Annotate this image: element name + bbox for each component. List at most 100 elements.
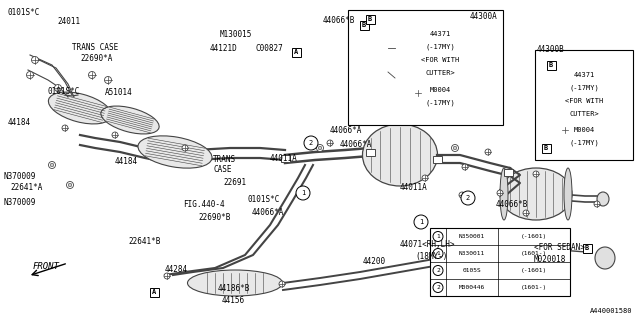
Text: 2: 2 [309, 140, 313, 146]
Text: A440001580: A440001580 [589, 308, 632, 314]
Text: 44184: 44184 [115, 157, 138, 166]
Ellipse shape [500, 168, 572, 220]
Text: 44066*A: 44066*A [330, 126, 362, 135]
Circle shape [164, 273, 170, 279]
Circle shape [453, 146, 457, 150]
Text: M0004: M0004 [429, 87, 451, 93]
Circle shape [68, 183, 72, 187]
Circle shape [594, 201, 600, 207]
Text: (-17MY): (-17MY) [569, 140, 599, 146]
Circle shape [459, 192, 465, 198]
Bar [504, 169, 513, 175]
Circle shape [384, 68, 392, 76]
Text: 2: 2 [466, 195, 470, 201]
Circle shape [49, 162, 56, 169]
Circle shape [461, 191, 475, 205]
Ellipse shape [101, 106, 159, 134]
Circle shape [533, 171, 539, 177]
Circle shape [451, 145, 458, 151]
Bar [541, 143, 550, 153]
Text: M000446: M000446 [459, 285, 485, 290]
Ellipse shape [188, 270, 282, 296]
Text: N370009: N370009 [4, 172, 36, 181]
Circle shape [433, 231, 443, 242]
Circle shape [422, 175, 428, 181]
Text: C00827: C00827 [255, 44, 283, 53]
Text: 44186*B: 44186*B [218, 284, 250, 293]
Text: TRANS CASE: TRANS CASE [72, 43, 118, 52]
Text: 44066*A: 44066*A [340, 140, 372, 149]
Text: 1: 1 [436, 251, 440, 256]
Text: (1601-): (1601-) [521, 285, 547, 290]
Text: 22690*A: 22690*A [80, 54, 113, 63]
Text: 2: 2 [436, 268, 440, 273]
Ellipse shape [564, 168, 572, 220]
Text: B: B [368, 16, 372, 22]
Circle shape [497, 190, 503, 196]
Ellipse shape [138, 136, 212, 168]
Text: 44371: 44371 [573, 72, 595, 78]
Circle shape [54, 84, 61, 92]
Text: 44066*B: 44066*B [496, 200, 529, 209]
Text: 44011A: 44011A [400, 183, 428, 192]
Text: 22641*B: 22641*B [128, 237, 161, 246]
Circle shape [415, 90, 421, 96]
Text: 1: 1 [436, 234, 440, 239]
Circle shape [26, 71, 33, 78]
Text: B: B [585, 245, 589, 251]
Text: N370009: N370009 [4, 198, 36, 207]
Text: N350001: N350001 [459, 234, 485, 239]
Circle shape [296, 186, 310, 200]
Text: M020018: M020018 [534, 255, 566, 264]
Circle shape [104, 76, 111, 84]
Bar [582, 244, 591, 252]
Ellipse shape [500, 168, 508, 220]
Text: 44300A: 44300A [470, 12, 498, 21]
Text: B: B [549, 62, 553, 68]
Text: 22690*B: 22690*B [198, 213, 230, 222]
Text: (-1601): (-1601) [521, 268, 547, 273]
Text: M0004: M0004 [573, 127, 595, 133]
Circle shape [462, 164, 468, 170]
Bar [430, 228, 570, 296]
Text: 1: 1 [301, 190, 305, 196]
Text: (18MY-): (18MY-) [415, 252, 447, 261]
Circle shape [62, 125, 68, 131]
Circle shape [317, 145, 323, 151]
Circle shape [51, 163, 54, 167]
Text: FIG.440-4: FIG.440-4 [183, 200, 225, 209]
Circle shape [112, 132, 118, 138]
Bar [360, 20, 369, 29]
Text: 44066*B: 44066*B [323, 16, 355, 25]
Text: 0105S: 0105S [463, 268, 481, 273]
Circle shape [562, 127, 568, 133]
Text: 2: 2 [436, 285, 440, 290]
Bar [291, 47, 301, 57]
Text: 0101S*C: 0101S*C [47, 87, 79, 96]
Circle shape [433, 266, 443, 276]
Bar [535, 50, 633, 160]
Ellipse shape [362, 124, 438, 186]
Text: <FOR WITH: <FOR WITH [421, 57, 459, 63]
Circle shape [304, 136, 318, 150]
Circle shape [554, 79, 562, 87]
Bar [433, 156, 442, 163]
Text: B: B [544, 145, 548, 151]
Text: FRONT: FRONT [33, 262, 60, 271]
Text: <FOR WITH: <FOR WITH [565, 98, 603, 104]
Circle shape [182, 145, 188, 151]
Text: M130015: M130015 [220, 30, 252, 39]
Text: 0101S*C: 0101S*C [248, 195, 280, 204]
Circle shape [384, 44, 392, 52]
Text: 44300B: 44300B [537, 45, 564, 54]
Circle shape [433, 283, 443, 292]
Circle shape [88, 71, 95, 78]
Text: (1601-): (1601-) [521, 251, 547, 256]
Circle shape [414, 215, 428, 229]
Text: 44121D: 44121D [210, 44, 237, 53]
Bar [348, 10, 503, 125]
Circle shape [279, 281, 285, 287]
Circle shape [485, 149, 491, 155]
Circle shape [318, 146, 322, 150]
Text: A: A [152, 289, 156, 295]
